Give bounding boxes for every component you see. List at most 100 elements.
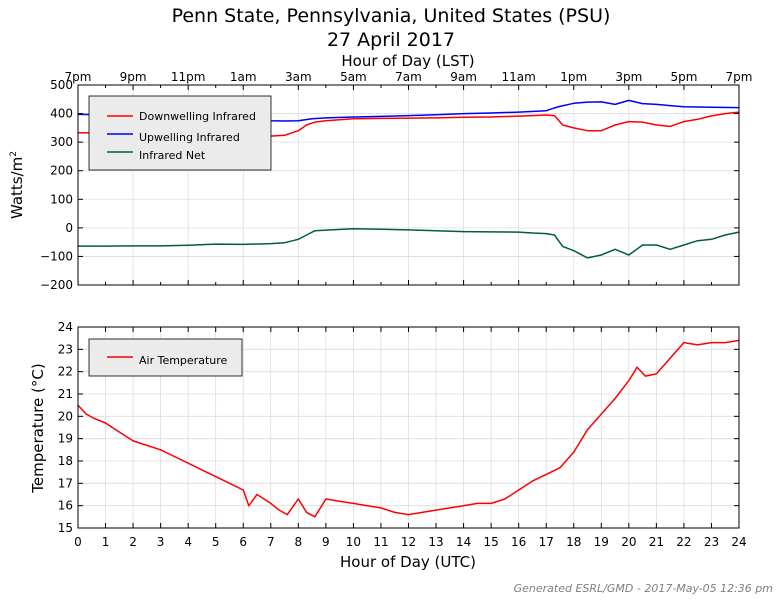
downwelling-infrared-point (435, 117, 437, 119)
lst-tick-label: 1pm (560, 70, 587, 84)
air-temperature-point (476, 502, 478, 504)
infrared-net-point (380, 228, 382, 230)
radiation-y-axis-title: Watts/m2 (8, 151, 26, 219)
downwelling-infrared-point (407, 117, 410, 119)
upwelling-infrared-point (407, 115, 410, 117)
downwelling-infrared-point (724, 113, 726, 115)
lst-tick-label: 5pm (670, 70, 697, 84)
utc-tick-label: 21 (649, 535, 664, 549)
air-temperature-point (407, 514, 410, 516)
lst-tick-label: 11am (502, 70, 536, 84)
infrared-net-point (463, 231, 465, 233)
upwelling-infrared-point (710, 106, 713, 108)
lst-tick-label: 3pm (615, 70, 642, 84)
air-temperature-point (228, 482, 231, 484)
air-temperature-point (463, 505, 465, 507)
utc-tick-label: 24 (731, 535, 746, 549)
infrared-net-point (407, 229, 410, 231)
temperature-y-tick-label: 17 (58, 476, 73, 490)
utc-tick-label: 5 (212, 535, 220, 549)
infrared-net-point (628, 254, 630, 256)
downwelling-infrared-point (628, 121, 630, 123)
infrared-net-point (284, 242, 286, 244)
upwelling-infrared-point (586, 101, 589, 103)
air-temperature-point (339, 500, 341, 502)
air-temperature-point (256, 493, 258, 496)
utc-tick-label: 6 (239, 535, 247, 549)
downwelling-infrared-point (531, 115, 534, 117)
utc-tick-label: 18 (566, 535, 581, 549)
air-temperature-point (586, 429, 589, 431)
downwelling-infrared-point (380, 117, 382, 119)
infrared-net-point (655, 244, 658, 246)
infrared-net-point (314, 230, 316, 232)
infrared-net-point (435, 230, 437, 232)
air-temperature-point (697, 344, 699, 346)
air-temperature-point (314, 516, 316, 518)
downwelling-infrared-point (545, 114, 547, 116)
temperature-y-tick-label: 21 (58, 387, 73, 401)
air-temperature-point (187, 462, 189, 464)
air-temperature-point (85, 413, 87, 415)
upwelling-infrared-point (628, 99, 630, 101)
infrared-net-point (270, 243, 272, 245)
temperature-y-tick-label: 20 (58, 409, 73, 423)
infrared-net-point (104, 245, 107, 247)
downwelling-infrared-point (553, 115, 556, 117)
air-temperature-point (449, 507, 451, 509)
lst-tick-label: 1am (230, 70, 257, 84)
lst-tick-label: 9am (450, 70, 477, 84)
radiation-y-tick-label: −200 (40, 278, 73, 292)
infrared-net-point (683, 244, 685, 246)
upwelling-infrared-point (463, 113, 465, 115)
utc-tick-label: 12 (401, 535, 416, 549)
radiation-y-tick-label: 500 (50, 78, 73, 92)
downwelling-infrared-point (655, 124, 658, 126)
utc-tick-label: 1 (102, 535, 110, 549)
radiation-y-tick-label: 0 (65, 221, 73, 235)
temperature-y-axis-title: Temperature (°C) (29, 363, 47, 493)
infrared-net-point (600, 254, 602, 256)
upwelling-infrared-point (325, 117, 327, 119)
lst-tick-label: 3am (285, 70, 312, 84)
utc-tick-label: 22 (676, 535, 691, 549)
radiation-y-tick-label: 200 (50, 164, 73, 178)
infrared-net-point (297, 238, 299, 240)
downwelling-infrared-point (463, 116, 465, 118)
downwelling-infrared-point (490, 116, 492, 118)
upwelling-infrared-point (614, 103, 616, 105)
downwelling-infrared-point (284, 134, 286, 136)
lst-tick-label: 11pm (171, 70, 206, 84)
air-temperature-point (132, 440, 134, 442)
utc-tick-label: 9 (322, 535, 330, 549)
upwelling-infrared-point (435, 114, 437, 116)
downwelling-infrared-point (325, 120, 327, 122)
infrared-net-point (710, 238, 713, 240)
infrared-net-point (669, 248, 671, 250)
air-temperature-point (201, 469, 203, 471)
downwelling-infrared-point (573, 127, 575, 129)
infrared-net-point (306, 234, 308, 236)
upwelling-infrared-point (669, 105, 671, 107)
air-temperature-point (104, 422, 107, 424)
chart-date: 27 April 2017 (327, 29, 455, 51)
downwelling-infrared-point (683, 121, 685, 123)
air-temperature-point (559, 467, 561, 469)
lst-tick-label: 7pm (726, 70, 753, 84)
air-temperature-point (319, 507, 321, 509)
downwelling-infrared-point (586, 130, 589, 132)
air-temperature-point (421, 511, 423, 513)
infrared-net-point (586, 257, 589, 259)
utc-tick-label: 11 (373, 535, 388, 549)
air-temperature-point (669, 357, 671, 359)
air-temperature-point (325, 498, 327, 500)
radiation-y-tick-label: 300 (50, 135, 73, 149)
air-temperature-point (248, 505, 250, 507)
infrared-net-point (724, 234, 726, 236)
infrared-net-point (132, 245, 134, 247)
temperature-y-tick-label: 16 (58, 499, 73, 513)
lst-tick-label: 9pm (120, 70, 147, 84)
air-temperature-point (93, 418, 96, 420)
